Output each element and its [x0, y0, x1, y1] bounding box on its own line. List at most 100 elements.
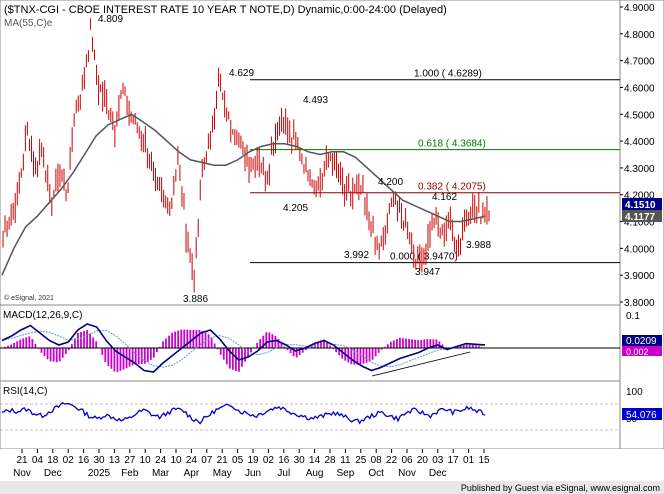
x-tick-day: 19: [247, 455, 259, 466]
ma-label: MA(55,C)e: [4, 18, 53, 29]
rsi-line: [2, 401, 486, 425]
price-y-tick: 4.0000: [624, 244, 655, 255]
x-tick-day: 04: [32, 455, 44, 466]
price-annotation: 4.809: [98, 14, 123, 25]
x-tick-month: Dec: [429, 468, 447, 479]
x-tick-day: 14: [309, 455, 321, 466]
price-annotation: 3.992: [344, 250, 369, 261]
x-tick-day: 05: [232, 455, 244, 466]
x-tick-day: 21: [217, 455, 229, 466]
x-tick-day: 24: [186, 455, 198, 466]
price-y-tick: 4.8000: [624, 30, 655, 41]
macd-value: 0.0209: [626, 336, 657, 347]
x-tick-day: 20: [417, 455, 429, 466]
price-y-tick: 4.5000: [624, 110, 655, 121]
x-tick-month: May: [213, 468, 232, 479]
rsi-value-badge: [622, 408, 662, 420]
x-tick-day: 08: [371, 455, 383, 466]
price-annotation: 4.205: [283, 203, 308, 214]
x-tick-month: Nov: [398, 468, 416, 479]
macd-title: MACD(12,26,9,C): [3, 310, 82, 321]
price-annotation: 4.200: [378, 177, 403, 188]
x-tick-day: 13: [109, 455, 121, 466]
x-tick-day: 10: [140, 455, 152, 466]
x-tick-day: 06: [401, 455, 413, 466]
macd-line: [1, 323, 486, 373]
x-tick-day: 10: [170, 455, 182, 466]
x-tick-day: 30: [294, 455, 306, 466]
x-tick-day: 02: [263, 455, 275, 466]
last-price-badge: [622, 198, 662, 210]
price-annotation: 4.493: [303, 95, 328, 106]
x-tick-day: 28: [324, 455, 336, 466]
price-y-tick: 4.1000: [624, 218, 655, 229]
x-tick-day: 02: [63, 455, 75, 466]
x-tick-day: 03: [432, 455, 444, 466]
macd-signal-badge: [622, 346, 662, 356]
x-tick-month: Dec: [44, 468, 62, 479]
price-annotation: 4.162: [432, 192, 457, 203]
x-tick-day: 15: [478, 455, 490, 466]
x-tick-month: Sep: [337, 468, 355, 479]
price-y-tick: 4.9000: [624, 3, 655, 14]
macd-panel: [0, 304, 621, 382]
fib-label: 0.382 ( 4.2075): [418, 182, 486, 193]
price-y-tick: 4.7000: [624, 57, 655, 68]
x-tick-month: Feb: [121, 468, 139, 479]
price-y-tick: 3.8000: [624, 298, 655, 309]
x-tick-month: Mar: [152, 468, 170, 479]
x-tick-month: Apr: [184, 468, 200, 479]
x-tick-day: 27: [124, 455, 136, 466]
chart-title: ($TNX-CGI - CBOE INTEREST RATE 10 YEAR T…: [4, 4, 447, 16]
x-tick-day: 22: [386, 455, 398, 466]
ma-value: 4.1177: [625, 212, 655, 223]
x-tick-day: 07: [201, 455, 213, 466]
ma-line: [1, 113, 486, 276]
macd-signal-line: [1, 329, 486, 368]
rsi-panel: [0, 380, 621, 450]
copyright: © eSignal, 2021: [4, 294, 54, 302]
x-tick-day: 01: [463, 455, 475, 466]
footer-bar: [0, 481, 664, 494]
x-tick-month: 2025: [88, 468, 111, 479]
x-tick-month: Jun: [245, 468, 261, 479]
price-y-tick: 4.6000: [624, 83, 655, 94]
price-annotation: 3.988: [466, 240, 491, 251]
price-annotations: 4.809 4.629 4.493 4.205 4.200 4.162 3.992 3.988…: [98, 14, 491, 305]
macd-tick-0.1: 0.1: [626, 311, 640, 322]
macd-divergence-line: [371, 351, 471, 377]
price-y-ticks: 4.9000 4.8000 4.7000 4.6000 4.5000 4.4000 4.30…: [620, 3, 655, 309]
macd-histogram: [4, 329, 486, 372]
x-tick-day: 25: [355, 455, 367, 466]
price-annotation: 4.629: [229, 68, 254, 79]
rsi-title: RSI(14,C): [3, 386, 47, 397]
footer-credit: Published by Guest via eSignal, www.esig…: [461, 483, 660, 493]
x-tick-day: 18: [47, 455, 59, 466]
last-price-value: 4.1510: [625, 200, 656, 211]
price-y-tick: 3.9000: [624, 271, 655, 282]
price-annotation: 3.886: [183, 294, 208, 305]
x-tick-month: Jul: [277, 468, 290, 479]
rsi-tick-100: 100: [626, 387, 643, 398]
price-y-tick: 4.4000: [624, 137, 655, 148]
macd-value-badge: [622, 335, 662, 346]
x-tick-day: 16: [278, 455, 290, 466]
price-y-tick: 4.3000: [624, 164, 655, 175]
price-y-tick: 4.2000: [624, 191, 655, 202]
x-tick-day: 17: [448, 455, 460, 466]
fib-label: 1.000 ( 4.6289): [414, 69, 482, 80]
fib-label: 0.618 ( 4.3684): [418, 139, 486, 150]
macd-signal-value: 0.002: [626, 347, 649, 357]
x-tick-day: 30: [93, 455, 105, 466]
rsi-value: 54.076: [626, 410, 657, 421]
x-tick-day: 24: [155, 455, 167, 466]
ma-value-badge: [622, 210, 662, 222]
x-tick-month: Nov: [13, 468, 31, 479]
price-annotation: 3.947: [415, 267, 440, 278]
x-tick-day: 16: [78, 455, 90, 466]
x-tick-month: Aug: [306, 468, 324, 479]
x-tick-day: 21: [16, 455, 28, 466]
x-tick-day: 11: [340, 455, 351, 466]
